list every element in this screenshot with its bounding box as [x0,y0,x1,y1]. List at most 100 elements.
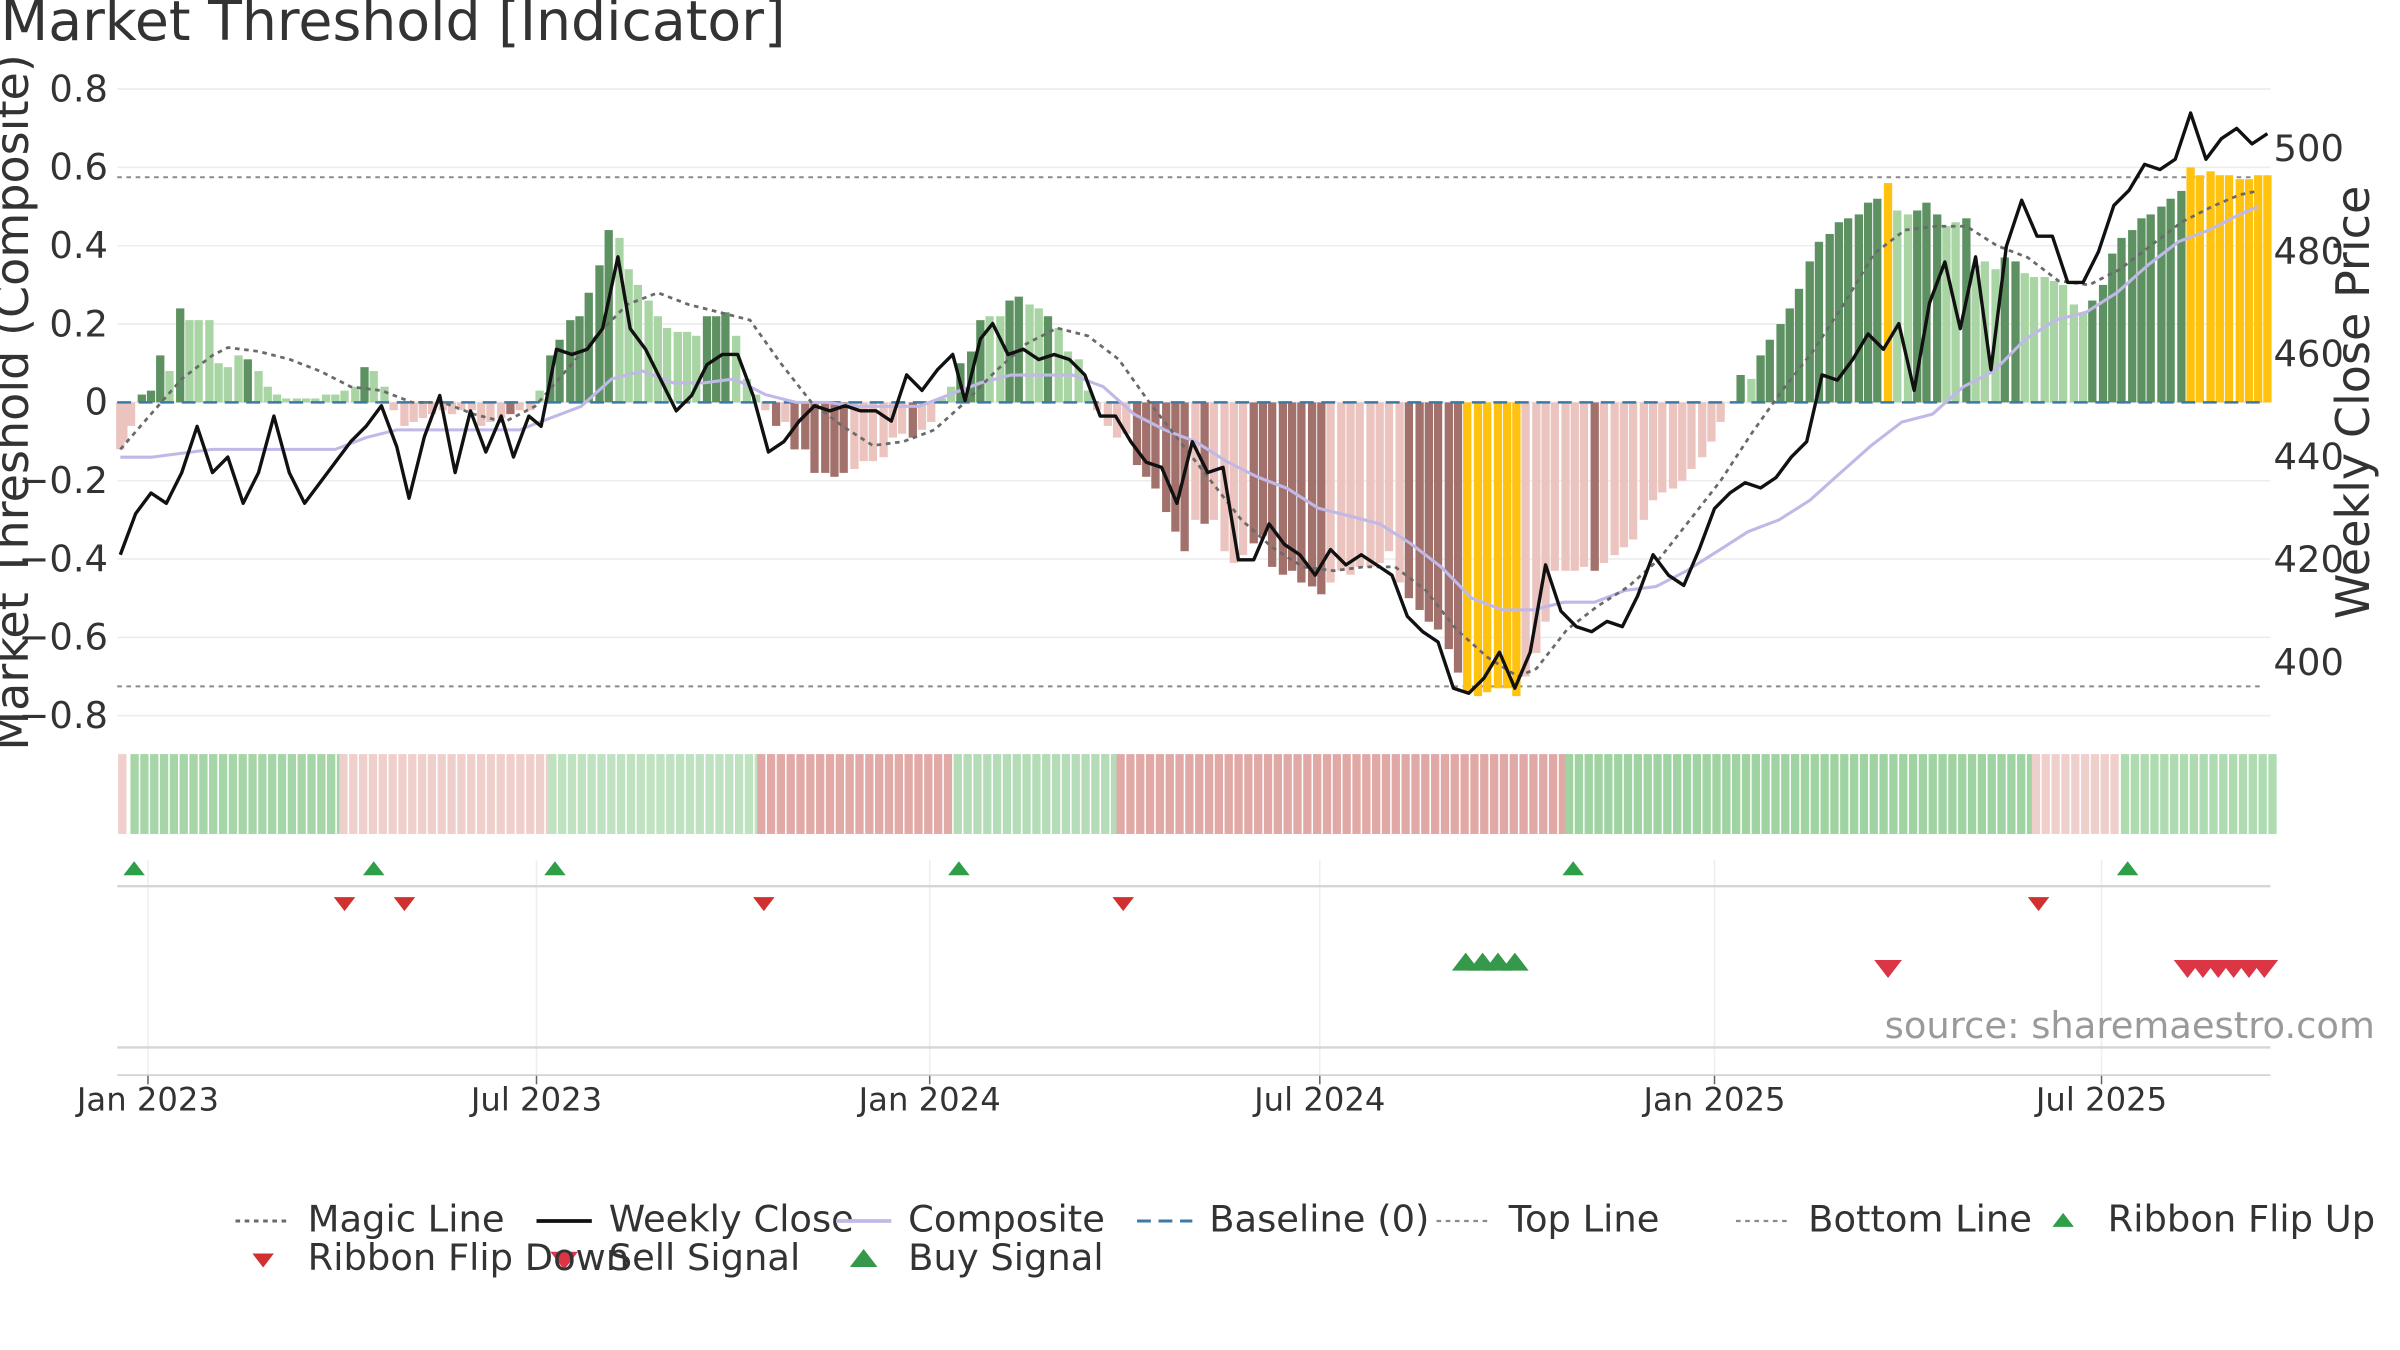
ribbon-cell [1529,754,1538,834]
ribbon-cell [597,754,606,834]
ribbon-cell [1781,754,1790,834]
composite-bar [360,367,369,403]
sell-signal-marker [1874,959,1902,978]
weekly-close-line [118,111,2269,695]
composite-bar [1698,402,1707,458]
composite-bar [243,359,252,403]
ribbon-cell [1244,754,1253,834]
legend-swatch-sell [550,1251,578,1270]
ribbon-cell [1967,754,1977,834]
ribbon-cell [2061,754,2070,834]
ribbon-cell [2007,754,2016,834]
composite-bar [1074,359,1083,403]
ribbon-cell [248,754,257,834]
ribbon-cell [953,754,962,834]
ribbon-cell [1322,754,1332,834]
ribbon-cell [1450,754,1459,834]
composite-bar [732,335,741,403]
composite-bar [1668,402,1678,489]
ribbon-cell [1032,754,1041,834]
composite-bar [2011,261,2020,403]
composite-bar [1863,202,1873,403]
composite-bar [2137,218,2146,403]
y-tick-label: 0.8 [49,67,108,110]
ribbon-cell [506,754,515,834]
composite-bar [1043,316,1053,403]
composite-bar [2040,277,2049,403]
composite-bar [2098,284,2108,403]
ribbon-cell [140,754,149,834]
composite-bar [673,331,682,403]
ribbon-cell [1548,754,1558,834]
ribbon-strip [118,754,2277,834]
composite-bar [526,402,535,411]
composite-bar [1034,308,1043,403]
ribbon-cell [1411,754,1420,834]
composite-bar [1599,402,1609,563]
ribbon-cell [1663,754,1672,834]
composite-bar [839,402,848,473]
ribbon-cell [1722,754,1731,834]
ribbon-flip-down-marker [1112,897,1134,912]
ribbon-cell [1810,754,1819,834]
ribbon-cell [766,754,776,834]
composite-bar [1639,402,1649,520]
composite-bar [1463,402,1472,693]
ribbon-cell [209,754,218,834]
composite-bar [477,402,486,426]
composite-bar [146,390,156,403]
composite-bar [321,394,331,403]
ribbon-cell [1489,754,1499,834]
ribbon-cell [159,754,169,834]
ribbon-cell [447,754,456,834]
composite-bar [292,398,302,403]
ribbon-cell [806,754,815,834]
composite-bar [1404,402,1414,599]
ribbon-cell [1214,754,1224,834]
ribbon-cell [118,754,127,834]
y2-tick-label: 460 [2274,333,2344,376]
ribbon-cell [1732,754,1741,834]
x-axis-ticks: Jan 2023 Jul 2023 Jan 2024 Jul 2024 Jan 2025… [75,1074,2271,1118]
composite-bar [1814,241,1824,403]
composite-bar [996,316,1005,403]
composite-bar [2206,171,2215,403]
composite-bar [1707,402,1716,442]
composite-bar [400,402,409,426]
composite-bar [2058,284,2068,403]
y-tick-label: −0.2 [19,459,109,502]
composite-bar [2049,280,2059,403]
ribbon-flip-up-marker [1562,861,1584,876]
ribbon-cell [2110,754,2119,834]
composite-bar [682,331,692,403]
composite-bar [1541,402,1550,622]
composite-bar [223,367,232,403]
x-tick-label: Jul 2024 [1252,1080,1385,1118]
composite-bar [1317,402,1326,595]
ribbon-cell [199,754,208,834]
ribbon-cell [2268,754,2277,834]
composite-bar [2069,304,2079,403]
ribbon-cell [1185,754,1194,834]
ribbon-cell [983,754,992,834]
ribbon-cell [2258,754,2267,834]
composite-bar [1249,402,1258,544]
x-tick-label: Jan 2024 [857,1080,1001,1118]
ribbon-cell [2248,754,2257,834]
ribbon-cell [1918,754,1928,834]
ribbon-cell [1712,754,1721,834]
composite-bar [742,378,752,403]
ribbon-cell [776,754,786,834]
ribbon-cell [2071,754,2080,834]
composite-bar [2088,300,2097,403]
composite-bar [781,402,790,422]
composite-bar [1756,355,1765,403]
composite-bar [282,398,291,403]
composite-bar [1142,402,1151,477]
y-axis-ticks: 0.8 0.6 0.4 0.2 0 −0.2 −0.4 −0.6 −0.8 [19,67,109,737]
composite-bar [2215,175,2224,403]
composite-bar [1550,402,1559,571]
ribbon-flip-down-marker [753,897,775,912]
legend-label: Weekly Close [609,1198,854,1241]
composite-bar [2108,253,2117,403]
